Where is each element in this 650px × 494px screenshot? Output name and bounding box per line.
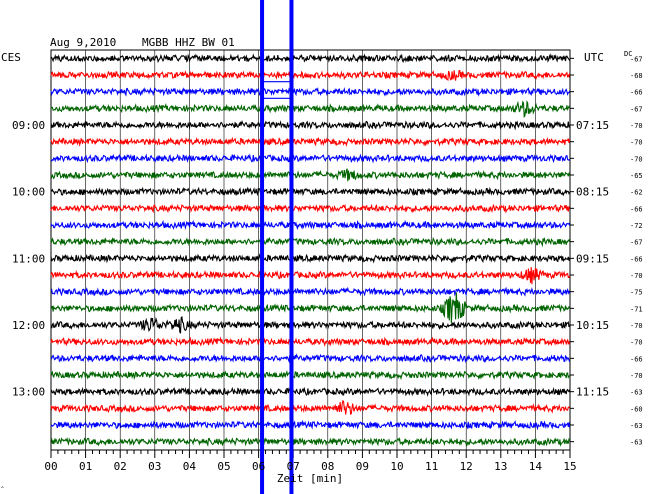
trace-row-5 — [50, 136, 571, 147]
trace-row-20 — [50, 386, 571, 397]
trace-row-7 — [50, 168, 571, 182]
left-hour-label: 11:00 — [12, 252, 45, 265]
dc-offset-row-16: -70 — [630, 322, 643, 330]
trace-row-10 — [50, 219, 571, 231]
right-hour-label: 08:15 — [576, 186, 609, 199]
trace-row-15 — [50, 292, 571, 323]
left-hour-label: 13:00 — [12, 386, 45, 399]
trace-row-16 — [50, 315, 571, 334]
x-tick-label: 10 — [390, 460, 403, 473]
left-hour-label: 09:00 — [12, 119, 45, 132]
right-hour-label: 11:15 — [576, 386, 609, 399]
left-timezone-label: CES — [1, 51, 21, 64]
trace-layer — [50, 53, 571, 447]
trace-row-4 — [50, 119, 570, 131]
dc-offset-row-8: -62 — [630, 189, 643, 197]
dc-offset-row-1: -68 — [630, 72, 643, 80]
right-hour-label: 10:15 — [576, 319, 609, 332]
overlay-connector — [262, 81, 292, 99]
dc-offset-row-0: -67 — [630, 55, 643, 63]
dc-offset-row-12: -66 — [630, 255, 643, 263]
x-axis-label: Zeit [min] — [277, 472, 343, 485]
x-tick-label: 05 — [217, 460, 230, 473]
dc-offset-row-20: -63 — [630, 389, 643, 397]
label-layer: Aug 9,2010 MGBB HHZ BW 01 CES UTC DC ‸ Z… — [1, 36, 643, 488]
x-tick-label: 14 — [529, 460, 543, 473]
trace-row-22 — [50, 419, 571, 431]
dc-offset-row-2: -66 — [630, 89, 643, 97]
x-tick-label: 12 — [460, 460, 473, 473]
trace-row-19 — [50, 369, 570, 381]
trace-row-18 — [50, 353, 571, 364]
right-timezone-label: UTC — [584, 51, 604, 64]
x-tick-label: 04 — [183, 460, 197, 473]
x-tick-label: 09 — [356, 460, 369, 473]
right-hour-label: 09:15 — [576, 252, 609, 265]
dc-offset-row-14: -75 — [630, 289, 643, 297]
x-tick-label: 08 — [321, 460, 334, 473]
trace-row-0 — [50, 53, 571, 64]
x-tick-label: 03 — [148, 460, 161, 473]
plot-frame — [50, 49, 571, 451]
dc-offset-row-22: -63 — [630, 422, 643, 430]
dc-offset-row-15: -71 — [630, 305, 643, 313]
x-tick-label: 13 — [494, 460, 507, 473]
trace-row-11 — [50, 236, 571, 248]
x-tick-label: 11 — [425, 460, 438, 473]
header-station: MGBB HHZ BW 01 — [142, 36, 235, 49]
dc-label: DC — [624, 50, 632, 58]
trace-row-3 — [50, 100, 571, 118]
grid-layer — [50, 49, 574, 458]
trace-row-23 — [50, 436, 571, 447]
trace-row-12 — [50, 253, 571, 264]
dc-offset-row-17: -70 — [630, 339, 643, 347]
x-tick-label: 00 — [44, 460, 57, 473]
x-tick-label: 02 — [114, 460, 127, 473]
dc-offset-row-5: -70 — [630, 139, 643, 147]
x-tick-label: 07 — [287, 460, 300, 473]
dc-offset-row-23: -63 — [630, 439, 643, 447]
x-tick-label: 15 — [563, 460, 576, 473]
dc-offset-row-6: -70 — [630, 155, 643, 163]
left-hour-label: 10:00 — [12, 186, 45, 199]
trace-row-8 — [51, 186, 571, 198]
dc-offset-row-21: -60 — [630, 405, 643, 413]
dc-offset-row-18: -66 — [630, 355, 643, 363]
trace-row-6 — [51, 153, 571, 164]
dc-offset-row-10: -72 — [630, 222, 643, 230]
x-tick-label: 01 — [79, 460, 92, 473]
trace-row-14 — [50, 286, 571, 297]
overlay-layer — [260, 0, 294, 494]
dc-offset-row-4: -70 — [630, 122, 643, 130]
dc-offset-row-7: -65 — [630, 172, 643, 180]
dc-offset-row-9: -66 — [630, 205, 643, 213]
dc-offset-row-13: -70 — [630, 272, 643, 280]
corner-mark: ‸ — [1, 479, 4, 488]
right-hour-label: 07:15 — [576, 119, 609, 132]
trace-row-13 — [50, 267, 571, 285]
left-hour-label: 12:00 — [12, 319, 45, 332]
trace-row-21 — [50, 399, 571, 416]
trace-row-2 — [50, 86, 571, 97]
header-date: Aug 9,2010 — [50, 36, 116, 49]
trace-row-17 — [50, 336, 571, 347]
dc-offset-row-19: -70 — [630, 372, 643, 380]
trace-row-9 — [50, 203, 571, 214]
trace-row-1 — [50, 69, 571, 82]
x-tick-label: 06 — [252, 460, 265, 473]
dc-offset-row-11: -67 — [630, 239, 643, 247]
dc-offset-row-3: -67 — [630, 105, 643, 113]
